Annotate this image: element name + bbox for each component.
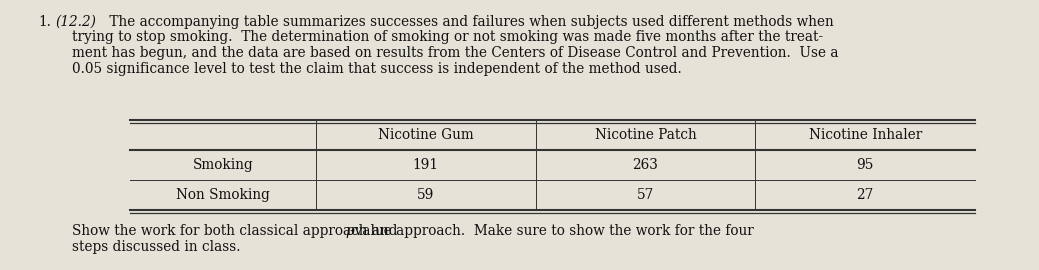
Text: Non Smoking: Non Smoking xyxy=(176,188,270,202)
Text: 1.: 1. xyxy=(38,15,51,29)
Text: trying to stop smoking.  The determination of smoking or not smoking was made fi: trying to stop smoking. The determinatio… xyxy=(72,31,823,45)
Text: -value approach.  Make sure to show the work for the four: -value approach. Make sure to show the w… xyxy=(350,224,753,238)
Text: Nicotine Gum: Nicotine Gum xyxy=(378,128,474,142)
Text: The accompanying table summarizes successes and failures when subjects used diff: The accompanying table summarizes succes… xyxy=(105,15,833,29)
Text: 263: 263 xyxy=(633,158,659,172)
Text: 57: 57 xyxy=(637,188,655,202)
Text: (12.2): (12.2) xyxy=(55,15,96,29)
Text: p: p xyxy=(346,224,354,238)
Text: 59: 59 xyxy=(417,188,434,202)
Text: Smoking: Smoking xyxy=(192,158,254,172)
Text: Show the work for both classical approach and: Show the work for both classical approac… xyxy=(72,224,402,238)
Text: steps discussed in class.: steps discussed in class. xyxy=(72,239,240,254)
Text: ment has begun, and the data are based on results from the Centers of Disease Co: ment has begun, and the data are based o… xyxy=(72,46,838,60)
Text: 191: 191 xyxy=(412,158,438,172)
Text: 27: 27 xyxy=(856,188,874,202)
Text: 95: 95 xyxy=(856,158,874,172)
Text: Nicotine Inhaler: Nicotine Inhaler xyxy=(808,128,922,142)
Text: 0.05 significance level to test the claim that success is independent of the met: 0.05 significance level to test the clai… xyxy=(72,62,682,76)
Text: Nicotine Patch: Nicotine Patch xyxy=(594,128,696,142)
